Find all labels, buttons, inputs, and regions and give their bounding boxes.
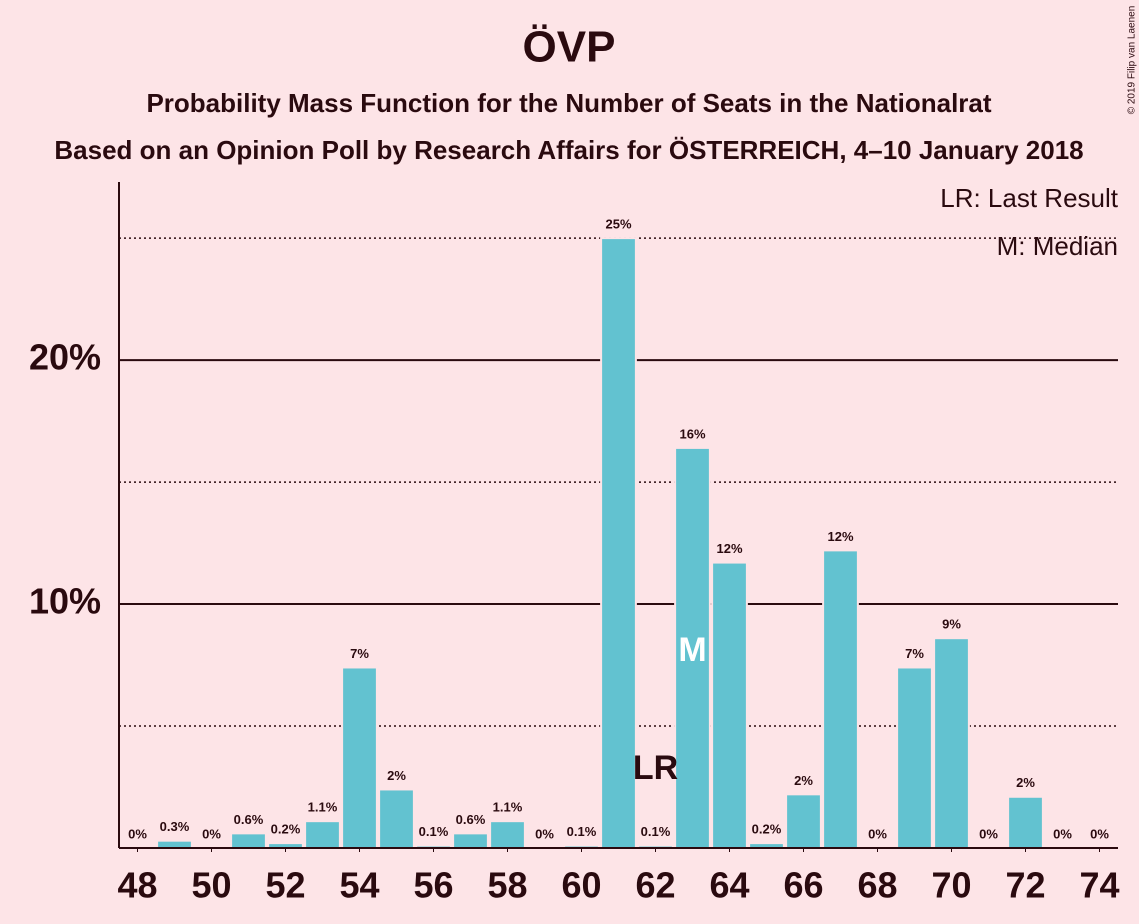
x-tick-label: 64 <box>709 865 749 906</box>
value-label: 0.3% <box>160 819 190 834</box>
value-label: 7% <box>905 646 924 661</box>
x-tick-label: 62 <box>635 865 675 906</box>
value-label: 0% <box>979 826 998 841</box>
bar <box>785 793 822 849</box>
value-label: 0% <box>128 826 147 841</box>
x-tick-label: 68 <box>857 865 897 906</box>
bar <box>822 549 859 849</box>
value-label: 0.2% <box>271 822 301 837</box>
legend-entry: M: Median <box>997 231 1118 261</box>
value-label: 2% <box>794 773 813 788</box>
y-tick-label: 10% <box>29 581 101 622</box>
bar <box>304 820 341 850</box>
value-label: 25% <box>605 217 631 232</box>
value-label: 9% <box>942 617 961 632</box>
value-label: 1.1% <box>493 800 523 815</box>
bar <box>600 237 637 850</box>
bar <box>452 832 489 849</box>
bar <box>378 788 415 850</box>
x-tick-label: 50 <box>191 865 231 906</box>
bar <box>711 561 748 849</box>
x-tick-label: 60 <box>561 865 601 906</box>
bar <box>896 666 933 849</box>
x-tick-label: 58 <box>487 865 527 906</box>
legend-entry: LR: Last Result <box>940 183 1119 213</box>
value-label: 12% <box>716 541 742 556</box>
value-label: 12% <box>827 529 853 544</box>
annotation: LR <box>633 749 678 787</box>
annotation: M <box>678 631 706 669</box>
bar <box>341 666 378 849</box>
value-label: 0.2% <box>752 822 782 837</box>
bar <box>489 820 526 850</box>
subtitle: Based on an Opinion Poll by Research Aff… <box>54 135 1083 165</box>
x-tick-label: 74 <box>1079 865 1119 906</box>
bar <box>230 832 267 849</box>
value-label: 0.6% <box>234 812 264 827</box>
value-label: 16% <box>679 426 705 441</box>
x-tick-label: 52 <box>265 865 305 906</box>
bar <box>1007 795 1044 849</box>
value-label: 1.1% <box>308 800 338 815</box>
value-label: 0% <box>868 826 887 841</box>
bar <box>674 446 711 849</box>
value-label: 2% <box>387 768 406 783</box>
value-label: 0.1% <box>419 824 449 839</box>
x-tick-label: 66 <box>783 865 823 906</box>
value-label: 0% <box>535 826 554 841</box>
copyright: © 2019 Filip van Laenen <box>1127 6 1138 115</box>
value-label: 0.6% <box>456 812 486 827</box>
value-label: 7% <box>350 646 369 661</box>
value-label: 0% <box>1053 826 1072 841</box>
x-tick-label: 48 <box>117 865 157 906</box>
chart-title: ÖVP <box>523 23 616 72</box>
x-tick-label: 70 <box>931 865 971 906</box>
bar <box>933 637 970 850</box>
value-label: 0.1% <box>567 824 597 839</box>
y-tick-label: 20% <box>29 337 101 378</box>
value-label: 0.1% <box>641 824 671 839</box>
x-tick-label: 54 <box>339 865 379 906</box>
x-tick-label: 56 <box>413 865 453 906</box>
value-label: 0% <box>202 826 221 841</box>
x-tick-label: 72 <box>1005 865 1045 906</box>
bar <box>156 839 193 850</box>
value-label: 2% <box>1016 775 1035 790</box>
value-label: 0% <box>1090 826 1109 841</box>
subtitle: Probability Mass Function for the Number… <box>146 88 991 118</box>
